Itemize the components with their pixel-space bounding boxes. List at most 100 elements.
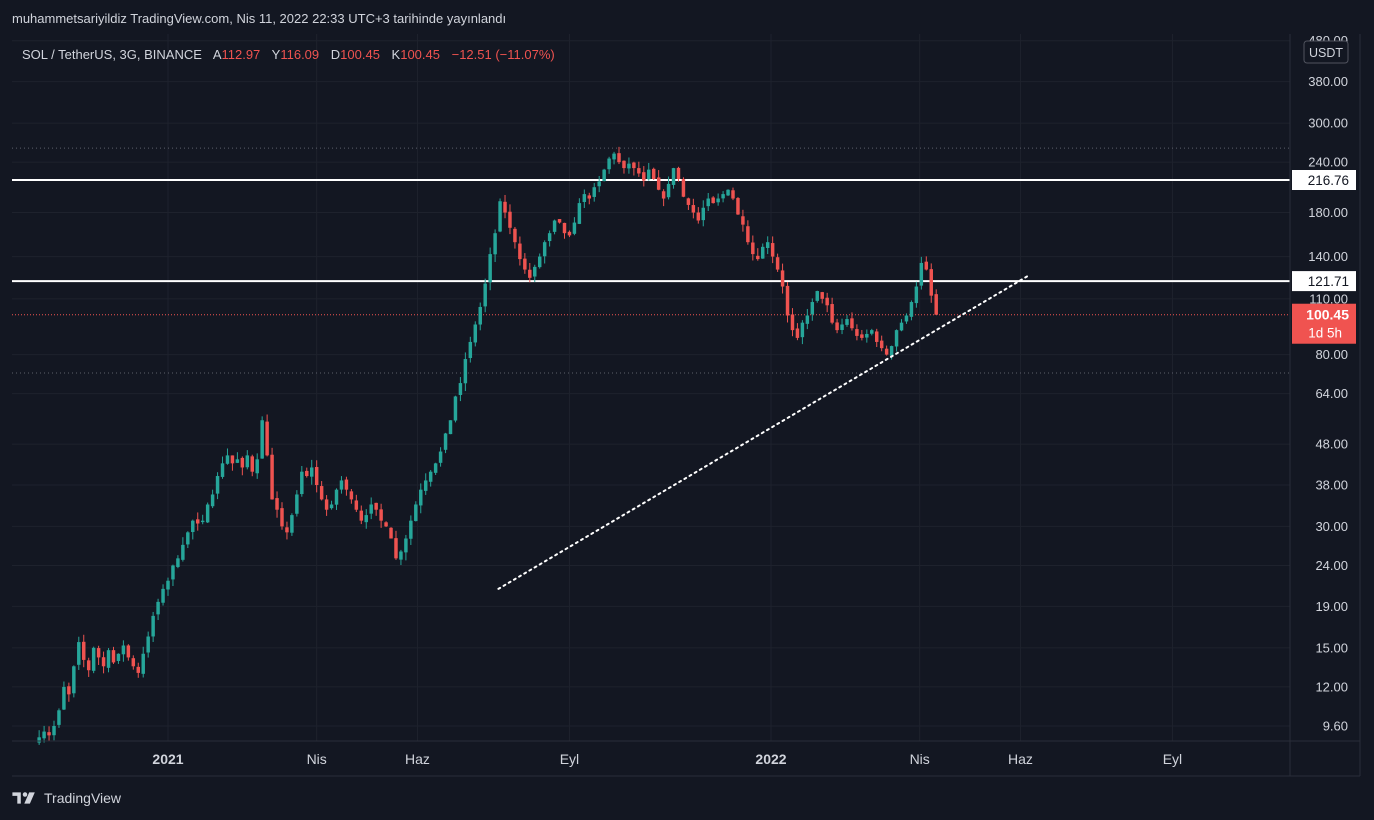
candle (255, 453, 259, 479)
candle-body (716, 198, 720, 203)
candle (151, 611, 155, 642)
candle-body (617, 153, 621, 163)
y-tick-label: 380.00 (1308, 74, 1348, 89)
candle (726, 189, 730, 197)
price-axis[interactable]: 9.60 12.00 15.00 19.00 24.00 30.00 38.00 48.00 6… (1308, 33, 1348, 733)
legend-change: −12.51 (−11.07%) (452, 47, 555, 62)
candle-body (884, 348, 889, 355)
candle (914, 281, 919, 308)
candle (389, 527, 393, 539)
grid-lines (12, 34, 1290, 741)
candle-body (409, 520, 413, 539)
candle (820, 291, 824, 304)
candle-body (290, 515, 294, 533)
candle (438, 447, 443, 467)
candle (716, 193, 720, 206)
candle (552, 219, 557, 235)
candle-body (676, 167, 681, 180)
candle-body (349, 491, 354, 500)
candle-body (637, 168, 641, 174)
candle-body (384, 522, 388, 527)
candle (632, 161, 636, 176)
candle (57, 708, 61, 728)
candle (324, 495, 329, 516)
candle (597, 175, 601, 193)
candle-body (780, 270, 785, 287)
candle (458, 377, 463, 402)
y-tick-label: 300.00 (1308, 116, 1348, 131)
candle (314, 460, 319, 493)
candle (676, 166, 681, 182)
candle (275, 491, 279, 518)
candle-body (151, 615, 155, 637)
candle-body (701, 207, 706, 221)
candle-body (855, 329, 859, 336)
candle-body (285, 527, 289, 533)
candle-body (483, 283, 487, 307)
candle-body (230, 455, 235, 464)
candle-body (874, 331, 879, 342)
legend-low-value: 100.45 (340, 47, 380, 62)
time-axis[interactable]: 2021 Nis Haz Eyl 2022 Nis Haz Eyl (152, 751, 1182, 767)
candle-body (647, 169, 651, 180)
candle-body (661, 191, 666, 199)
candle (141, 646, 145, 678)
candle (339, 476, 344, 494)
candle (547, 230, 552, 247)
candle-body (141, 653, 145, 674)
candle (637, 161, 641, 177)
x-tick-label: Nis (910, 751, 930, 767)
candle-body (934, 294, 938, 315)
legend: SOL / TetherUS, 3G, BINANCE A112.97 Y116… (22, 47, 555, 62)
candle (86, 657, 91, 677)
candle-body (909, 302, 914, 317)
trendline-dotted[interactable] (497, 275, 1029, 590)
candle-body (171, 565, 175, 580)
candle-body (805, 315, 810, 324)
candle (537, 253, 542, 269)
candle (795, 323, 800, 341)
candle-body (324, 499, 329, 510)
candle (825, 292, 829, 313)
candle (830, 297, 834, 325)
candle-body (572, 222, 577, 234)
candle (260, 416, 264, 459)
candle-body (523, 258, 527, 270)
currency-button[interactable]: USDT (1303, 40, 1349, 64)
candle (419, 483, 423, 514)
candle-body (379, 509, 383, 521)
candle-body (889, 346, 894, 356)
candle-body (751, 242, 755, 255)
candle-body (622, 160, 626, 169)
candle (171, 564, 175, 586)
y-tick-label: 12.00 (1315, 679, 1348, 694)
candle-body (508, 211, 512, 228)
candle-body (220, 463, 225, 477)
candle-body (161, 588, 165, 603)
candle (592, 182, 596, 202)
currency-badge-frame (1303, 40, 1349, 64)
candle-body (77, 642, 81, 665)
candle-body (334, 489, 339, 505)
candle (850, 312, 854, 331)
candle-body (612, 153, 616, 160)
candle (919, 256, 924, 290)
candle (775, 253, 780, 272)
candle-body (364, 515, 368, 523)
candle (379, 503, 383, 528)
candle-body (67, 686, 71, 695)
candle (587, 192, 592, 205)
candle-body (914, 286, 919, 304)
candle (121, 640, 126, 662)
candle-body (91, 647, 96, 671)
candle-body (924, 261, 929, 270)
candle (433, 462, 438, 476)
plot-area[interactable] (12, 34, 1290, 741)
candle-body (542, 242, 547, 257)
level-price-badge (1292, 170, 1356, 190)
candle (414, 501, 418, 522)
candle-body (582, 194, 587, 202)
trendline (497, 275, 1029, 590)
candle-body (463, 359, 468, 384)
